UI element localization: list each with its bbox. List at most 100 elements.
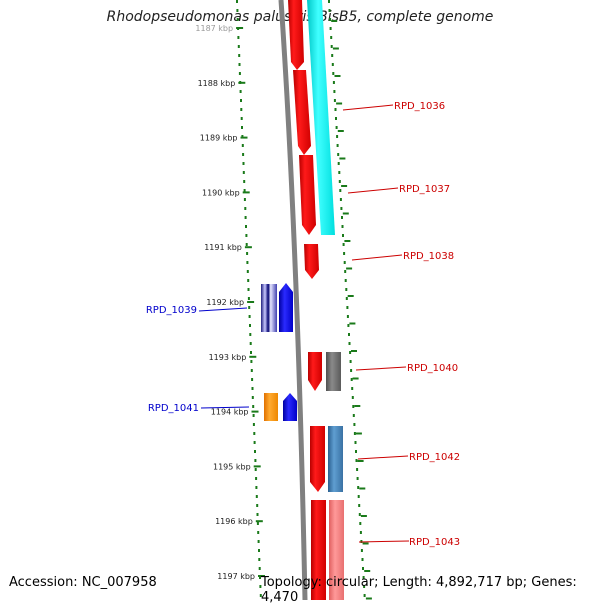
ruler-tick-right [365, 597, 372, 600]
ruler-dash-left [252, 414, 255, 417]
ruler-tick-right [351, 350, 357, 352]
gene-label-rpd-1042[interactable]: RPD_1042 [409, 452, 460, 463]
ruler-dash-left [254, 459, 257, 462]
ruler-dash-left [238, 63, 241, 66]
ruler-tick-right [346, 267, 353, 270]
gene-leader-lines [198, 104, 410, 543]
ruler-tick-right [341, 185, 348, 187]
ruler-tick-label: 1193 kbp [209, 353, 247, 362]
ruler-tick-label: 1187 kbp [195, 24, 233, 33]
ruler-dash-left [238, 54, 241, 57]
ruler-dash-left [236, 18, 239, 21]
ruler-dash-right [348, 342, 351, 345]
ruler-dash-left [241, 144, 244, 147]
ruler-dash-left [258, 558, 261, 561]
ruler-dash-left [245, 225, 247, 228]
ruler-dash-left [250, 360, 253, 363]
gene-label-rpd-1039[interactable]: RPD_1039 [146, 305, 197, 316]
ruler-dash-right [343, 252, 346, 255]
ruler-tick-right [354, 405, 361, 407]
ruler-dash-right [348, 333, 350, 336]
ruler-dash-left [246, 252, 249, 255]
ruler-major-tick [249, 355, 257, 358]
ruler-dash-left [243, 180, 246, 183]
ruler-dash-right [330, 36, 333, 39]
ruler-dash-left [251, 396, 254, 399]
ruler-tick-right [331, 20, 338, 22]
ruler-dash-right [336, 135, 339, 138]
gene-arrow-rpd-1037 [299, 155, 316, 235]
ruler-tick-right [334, 75, 341, 77]
ruler-dash-right [329, 18, 332, 21]
ruler-dash-right [335, 126, 338, 129]
ruler-dash-right [341, 216, 343, 219]
ruler-tick-label: 1191 kbp [204, 243, 242, 252]
ruler-dash-left [255, 495, 258, 498]
ruler-dash-right [353, 432, 356, 435]
ruler-dash-right [330, 45, 333, 48]
ruler-tick-right [359, 487, 366, 490]
ruler-dash-left [251, 387, 254, 390]
ruler-dash-left [240, 108, 243, 111]
ruler-dash-right [331, 54, 334, 57]
gene-arrow-blue [279, 283, 293, 332]
ruler-dash-right [351, 396, 354, 399]
ruler-dash-right [357, 495, 360, 498]
ruler-tick-right [355, 432, 362, 435]
ruler-dash-right [345, 288, 348, 291]
ruler-dash-right [340, 207, 343, 210]
ruler-dash-right [344, 270, 347, 273]
ruler-dash-left [249, 333, 252, 336]
ruler-dash-left [256, 513, 259, 516]
ruler-tick-right [344, 240, 351, 242]
ruler-dash-right [332, 72, 335, 75]
ruler-dash-left [247, 297, 250, 300]
ruler-dash-left [242, 162, 245, 165]
gene-label-rpd-1038[interactable]: RPD_1038 [403, 251, 454, 262]
ruler-major-tick [251, 410, 259, 413]
gene-block-pink [329, 500, 344, 600]
gene-block-grey [326, 352, 341, 391]
ruler-dash-right [346, 315, 349, 318]
ruler-major-tick [258, 575, 265, 577]
ruler-dash-right [338, 171, 341, 174]
ruler-dash-left [251, 378, 254, 381]
ruler-dash-left [254, 450, 256, 453]
ruler-tick-label: 1195 kbp [213, 462, 251, 471]
ruler-dash-left [252, 423, 255, 426]
ruler-dash-left [257, 531, 260, 534]
ruler-dash-left [240, 99, 242, 102]
ruler-dash-left [241, 126, 243, 129]
ruler-dash-right [334, 108, 337, 111]
ruler-dash-left [245, 234, 248, 237]
gene-label-rpd-1037[interactable]: RPD_1037 [399, 184, 450, 195]
ruler-tick-label: 1188 kbp [198, 79, 236, 88]
ruler-dash-left [246, 270, 249, 273]
gene-block-steel [328, 426, 343, 492]
topology-text: Topology: circular; Length: 4,892,717 bp… [261, 575, 577, 605]
gene-label-rpd-1041[interactable]: RPD_1041 [148, 403, 199, 414]
ruler-dash-left [247, 279, 250, 282]
ruler-dash-right [339, 198, 342, 201]
ruler-dash-right [329, 27, 332, 30]
ruler-tick-right [352, 377, 359, 380]
ruler-dash-right [355, 450, 357, 453]
ruler-dash-left [247, 288, 250, 291]
ruler-dash-right [351, 387, 354, 390]
kbp-ruler: 1187 kbp 1188 kbp 1189 kbp 1190 kbp 1191 kbp… [195, 0, 372, 600]
ruler-dash-left [259, 585, 262, 588]
ruler-dash-right [360, 549, 363, 552]
ruler-dash-left [241, 135, 244, 138]
ruler-dash-right [338, 180, 341, 183]
ruler-dash-left [242, 153, 245, 156]
ruler-dash-left [243, 189, 246, 192]
ruler-tick-label: 1189 kbp [200, 134, 238, 143]
gene-label-rpd-1040[interactable]: RPD_1040 [407, 363, 458, 374]
gene-label-rpd-1043[interactable]: RPD_1043 [409, 537, 460, 548]
ruler-dash-right [349, 360, 352, 363]
gene-label-rpd-1036[interactable]: RPD_1036 [394, 101, 445, 112]
ruler-dash-right [362, 576, 365, 579]
ruler-dash-right [341, 225, 344, 228]
ruler-dash-right [333, 99, 336, 102]
